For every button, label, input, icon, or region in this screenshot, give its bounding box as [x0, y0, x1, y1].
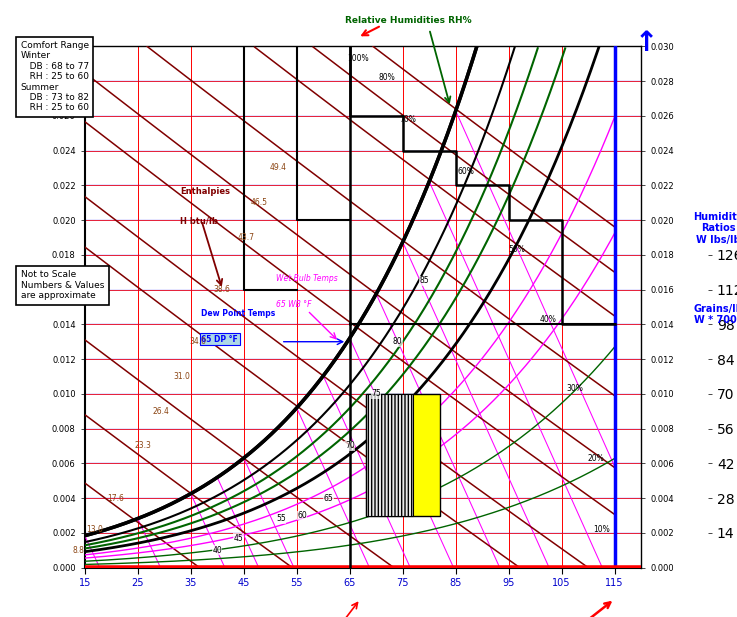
Text: 17.6: 17.6: [108, 494, 125, 503]
Text: 13.0: 13.0: [86, 525, 103, 534]
Text: 60%: 60%: [458, 167, 475, 176]
Text: 45: 45: [234, 534, 243, 542]
Text: 70: 70: [345, 442, 354, 450]
Text: 40: 40: [212, 546, 222, 555]
Text: Dew Point Temps: Dew Point Temps: [201, 308, 276, 318]
Text: 40%: 40%: [540, 315, 557, 324]
Text: 38.6: 38.6: [214, 285, 231, 294]
Text: Relative Humidities RH%: Relative Humidities RH%: [345, 17, 472, 25]
Text: 75: 75: [371, 389, 381, 399]
Bar: [366, 394, 440, 516]
Text: 30%: 30%: [567, 384, 584, 393]
Text: 49.4: 49.4: [269, 164, 286, 172]
Text: 20%: 20%: [588, 453, 604, 463]
Text: 26.4: 26.4: [153, 407, 170, 416]
Text: 100%: 100%: [347, 54, 368, 63]
Text: 46.5: 46.5: [251, 198, 268, 207]
Text: 34.0: 34.0: [189, 337, 206, 346]
Text: 50%: 50%: [509, 245, 525, 254]
Text: Enthalpies: Enthalpies: [180, 187, 230, 196]
Text: 43.7: 43.7: [237, 233, 254, 242]
Text: ↑: ↑: [635, 29, 658, 57]
Text: 8.8: 8.8: [73, 546, 85, 555]
Text: Comfort Range
Winter
   DB : 68 to 77
   RH : 25 to 60
Summer
   DB : 73 to 82
 : Comfort Range Winter DB : 68 to 77 RH : …: [21, 41, 89, 112]
Text: 31.0: 31.0: [174, 372, 191, 381]
Text: 60: 60: [297, 511, 307, 520]
Text: 80%: 80%: [378, 73, 395, 82]
Text: Grains/lb
W * 7000: Grains/lb W * 7000: [694, 304, 737, 326]
Text: 55: 55: [276, 515, 286, 523]
Text: 23.3: 23.3: [134, 442, 151, 450]
Bar: [366, 394, 413, 516]
Text: H btu/lb: H btu/lb: [180, 217, 218, 226]
Text: 65 DP °F: 65 DP °F: [201, 334, 238, 344]
Text: 65 WB °F: 65 WB °F: [276, 300, 311, 309]
Text: 70%: 70%: [399, 115, 416, 124]
Text: Not to Scale
Numbers & Values
are approximate: Not to Scale Numbers & Values are approx…: [21, 270, 104, 300]
Text: 10%: 10%: [593, 525, 609, 534]
Text: Wet Bulb Temps: Wet Bulb Temps: [276, 274, 338, 283]
Text: Humidity
Ratios
W lbs/lb: Humidity Ratios W lbs/lb: [694, 212, 737, 245]
Text: 85: 85: [419, 276, 429, 286]
Text: 65: 65: [324, 494, 333, 503]
Text: 80: 80: [393, 337, 402, 346]
